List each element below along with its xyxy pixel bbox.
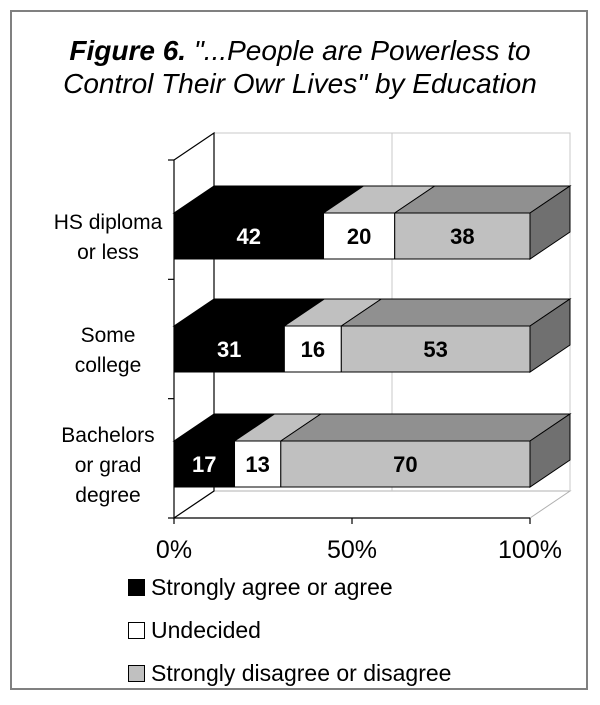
data-label: 42: [237, 224, 261, 249]
category-label: Some: [81, 324, 136, 347]
data-label: 38: [450, 224, 474, 249]
chart-title-text: "...People are Powerless to Control Thei…: [63, 35, 537, 99]
data-label: 53: [423, 337, 447, 362]
chart-floor: [172, 490, 572, 519]
bar-row: 31 16 53 Some college: [75, 298, 572, 377]
category-label: degree: [75, 484, 140, 507]
data-label: 16: [301, 337, 325, 362]
legend-swatch-disagree: [128, 664, 145, 682]
legend-swatch-undecided: [128, 621, 145, 639]
category-label: Bachelors: [61, 424, 154, 447]
category-label: or less: [77, 241, 139, 264]
data-label: 31: [217, 337, 241, 362]
data-label: 20: [347, 224, 371, 249]
bar-segment: [173, 440, 236, 488]
legend-swatch-agree: [128, 578, 145, 596]
bar-segment: [234, 440, 282, 488]
bar-top-face: [279, 413, 572, 442]
bar-segment: [323, 212, 396, 260]
category-label: HS diploma: [54, 211, 163, 234]
legend-label-undecided: Undecided: [151, 616, 261, 643]
legend-item-undecided: Undecided: [128, 616, 451, 643]
bar-segment: [394, 212, 531, 260]
data-label: 70: [393, 452, 417, 477]
data-label: 13: [245, 452, 269, 477]
legend: Strongly agree or agree Undecided Strong…: [128, 573, 452, 705]
bar-row: 42 20 38 HS diploma or less: [54, 185, 572, 264]
category-label: college: [75, 354, 142, 377]
bar-segment: [283, 325, 342, 373]
x-tick-label: 0%: [156, 536, 192, 564]
legend-label-agree: Strongly agree or agree: [151, 573, 393, 600]
bar-segment: [340, 325, 531, 373]
data-label: 17: [192, 452, 216, 477]
bar-segment: [173, 212, 325, 260]
figure-number: Figure 6.: [69, 35, 187, 66]
category-label: or grad: [75, 454, 142, 477]
legend-item-agree: Strongly agree or agree: [128, 573, 451, 600]
x-tick-label: 100%: [498, 536, 562, 564]
bar-segment: [280, 440, 531, 488]
legend-item-disagree: Strongly disagree or disagree: [128, 659, 452, 686]
legend-label-disagree: Strongly disagree or disagree: [151, 659, 452, 686]
x-tick-label: 50%: [327, 536, 377, 564]
chart-title: Figure 6. "...People are Powerless to Co…: [40, 34, 560, 100]
bar-row: 17 13 70 Bachelors or grad degree: [61, 413, 572, 507]
bar-segment: [173, 325, 285, 373]
